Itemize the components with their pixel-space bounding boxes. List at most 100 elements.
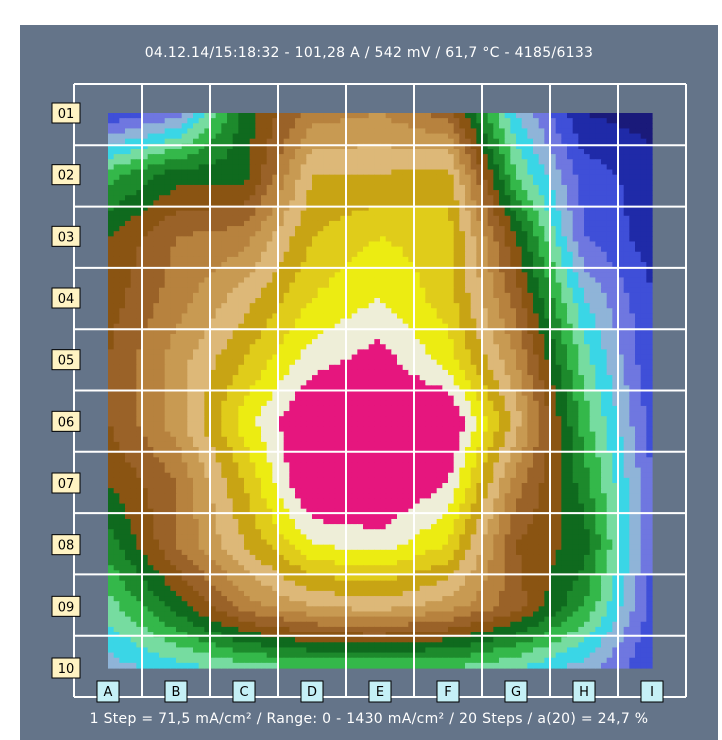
heatmap-cell xyxy=(448,359,455,366)
heatmap-cell xyxy=(504,282,511,289)
heatmap-cell xyxy=(289,190,296,196)
heatmap-cell xyxy=(164,210,171,217)
heatmap-cell xyxy=(555,287,562,294)
heatmap-cell xyxy=(555,298,562,304)
heatmap-cell xyxy=(108,210,115,217)
heatmap-cell xyxy=(113,339,120,345)
heatmap-cell xyxy=(640,205,647,212)
heatmap-cell xyxy=(618,375,625,381)
heatmap-cell xyxy=(550,313,557,320)
heatmap-cell xyxy=(249,179,256,186)
heatmap-cell xyxy=(640,220,647,227)
heatmap-cell xyxy=(544,113,551,119)
heatmap-cell xyxy=(504,226,511,232)
heatmap-cell xyxy=(606,174,613,181)
heatmap-cell xyxy=(266,303,273,309)
heatmap-cell xyxy=(181,154,188,160)
heatmap-cell xyxy=(289,159,296,165)
heatmap-cell xyxy=(419,354,426,361)
heatmap-cell xyxy=(210,220,217,227)
heatmap-cell xyxy=(640,287,647,294)
heatmap-cell xyxy=(130,256,137,263)
heatmap-cell xyxy=(113,272,120,279)
heatmap-cell xyxy=(346,277,353,284)
heatmap-cell xyxy=(584,220,591,227)
heatmap-cell xyxy=(606,328,613,335)
heatmap-cell xyxy=(221,200,228,207)
heatmap-cell xyxy=(130,318,137,325)
heatmap-cell xyxy=(431,148,438,155)
heatmap-cell xyxy=(130,287,137,294)
heatmap-cell xyxy=(227,298,234,304)
heatmap-cell xyxy=(459,118,466,124)
heatmap-cell xyxy=(368,220,375,227)
heatmap-cell xyxy=(402,272,409,279)
heatmap-cell xyxy=(640,164,647,171)
heatmap-cell xyxy=(601,123,608,130)
heatmap-cell xyxy=(521,313,528,320)
heatmap-cell xyxy=(572,298,579,304)
heatmap-cell xyxy=(510,298,517,304)
heatmap-cell xyxy=(402,184,409,191)
heatmap-cell xyxy=(266,267,273,273)
heatmap-cell xyxy=(510,246,517,253)
heatmap-cell xyxy=(323,164,330,171)
heatmap-cell xyxy=(448,164,455,171)
heatmap-cell xyxy=(578,154,585,160)
heatmap-cell xyxy=(459,282,466,289)
heatmap-cell xyxy=(618,159,625,165)
heatmap-cell xyxy=(629,215,636,222)
heatmap-cell xyxy=(499,303,506,309)
heatmap-cell xyxy=(516,195,523,201)
heatmap-cell xyxy=(261,236,268,243)
heatmap-cell xyxy=(635,328,642,335)
heatmap-cell xyxy=(142,251,149,258)
heatmap-cell xyxy=(402,282,409,289)
heatmap-cell xyxy=(221,349,228,356)
heatmap-cell xyxy=(278,267,285,273)
heatmap-cell xyxy=(153,200,160,207)
heatmap-cell xyxy=(442,226,449,232)
heatmap-cell xyxy=(527,179,534,186)
heatmap-cell xyxy=(436,287,443,294)
heatmap-cell xyxy=(232,154,239,160)
heatmap-cell xyxy=(289,308,296,315)
heatmap-cell xyxy=(431,215,438,222)
heatmap-cell xyxy=(391,251,398,258)
heatmap-cell xyxy=(623,308,630,315)
heatmap-cell xyxy=(300,256,307,263)
heatmap-cell xyxy=(397,292,404,299)
heatmap-cell xyxy=(431,303,438,309)
heatmap-cell xyxy=(198,184,205,191)
heatmap-cell xyxy=(601,179,608,186)
heatmap-cell xyxy=(198,220,205,227)
heatmap-cell xyxy=(363,231,370,237)
heatmap-cell xyxy=(476,272,483,279)
heatmap-cell xyxy=(181,313,188,320)
heatmap-cell xyxy=(414,200,421,207)
heatmap-cell xyxy=(193,113,200,119)
heatmap-cell xyxy=(164,354,171,361)
heatmap-cell xyxy=(125,154,132,160)
heatmap-cell xyxy=(272,313,279,320)
heatmap-cell xyxy=(589,138,596,145)
heatmap-cell xyxy=(527,164,534,171)
heatmap-cell xyxy=(204,364,211,371)
heatmap-cell xyxy=(408,190,415,196)
heatmap-cell xyxy=(176,195,183,201)
heatmap-cell xyxy=(521,375,528,381)
heatmap-cell xyxy=(578,184,585,191)
heatmap-cell xyxy=(414,282,421,289)
heatmap-cell xyxy=(385,148,392,155)
heatmap-cell xyxy=(595,200,602,207)
heatmap-cell xyxy=(306,231,313,237)
heatmap-cell xyxy=(635,210,642,217)
heatmap-cell xyxy=(136,282,143,289)
heatmap-cell xyxy=(504,113,511,119)
heatmap-cell xyxy=(487,354,494,361)
heatmap-cell xyxy=(487,282,494,289)
heatmap-cell xyxy=(567,210,574,217)
heatmap-cell xyxy=(266,123,273,130)
heatmap-cell xyxy=(527,148,534,155)
heatmap-cell xyxy=(606,154,613,160)
